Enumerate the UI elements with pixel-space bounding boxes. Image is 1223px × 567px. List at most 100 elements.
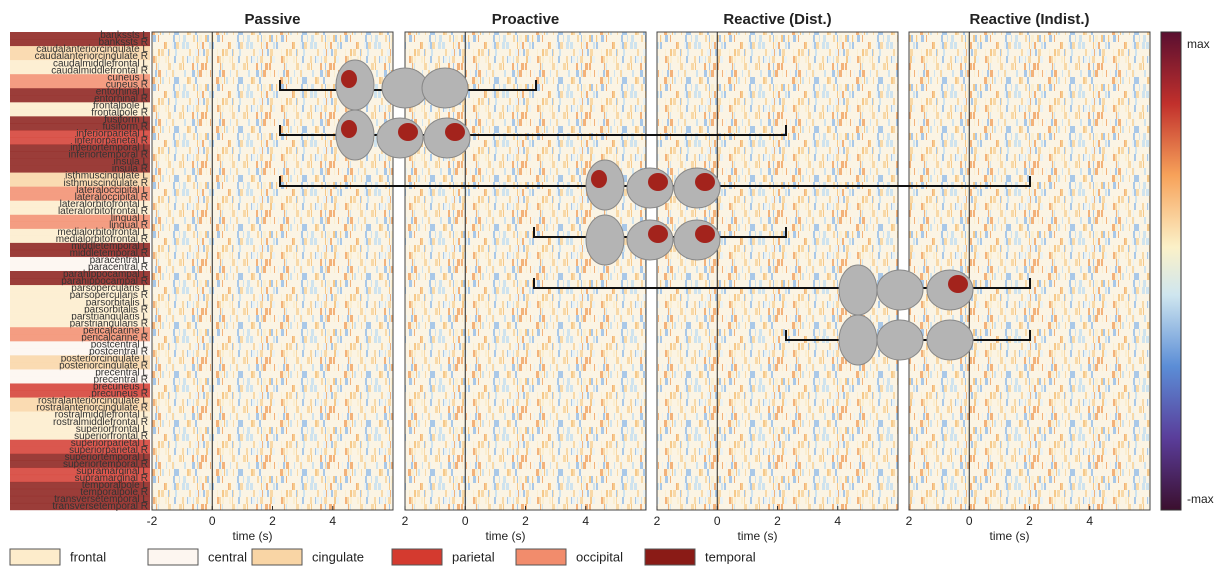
- region-label: superiorfrontal L: [76, 424, 149, 435]
- region-label: bankssts L: [100, 30, 148, 41]
- region-band: [10, 439, 150, 447]
- region-band: [10, 53, 150, 61]
- brain: [421, 67, 469, 109]
- region-label: supramarginal L: [76, 466, 148, 477]
- colorbar-min: -max: [1187, 492, 1214, 506]
- region-band: [10, 207, 150, 215]
- legend-label: central: [208, 549, 247, 564]
- brain: [673, 219, 721, 261]
- x-tick-label: 2: [269, 514, 276, 528]
- brain: [381, 67, 429, 109]
- brain: [335, 59, 375, 111]
- region-label: rostralanteriorcingulate L: [38, 396, 148, 407]
- region-label: middletemporal L: [71, 241, 148, 252]
- brain: [876, 269, 924, 311]
- region-band: [10, 390, 150, 398]
- region-band: [10, 193, 150, 201]
- region-band: [10, 355, 150, 363]
- brain: [838, 264, 878, 316]
- brain-region: [341, 120, 357, 138]
- panel-title: Proactive: [492, 11, 560, 28]
- region-band: [10, 411, 150, 419]
- legend-label: parietal: [452, 549, 495, 564]
- brain: [926, 319, 974, 361]
- region-band: [10, 74, 150, 82]
- heatmap: [404, 31, 647, 511]
- region-label: caudalmiddlefrontal L: [53, 58, 148, 69]
- region-label: posteriorcingulate L: [61, 354, 149, 365]
- brain-region: [445, 123, 465, 141]
- region-label: rostralanteriorcingulate R: [36, 403, 148, 414]
- region-band: [10, 39, 150, 47]
- region-band: [10, 200, 150, 208]
- region-label: parahippocampal R: [61, 276, 148, 287]
- region-label: inferiorparietal R: [75, 136, 148, 147]
- region-band: [10, 320, 150, 328]
- brain: [926, 269, 974, 311]
- region-band: [10, 256, 150, 265]
- brain: [585, 159, 625, 211]
- legend-label: frontal: [70, 549, 106, 564]
- colorbar: [1160, 31, 1182, 511]
- region-label: precuneus L: [93, 382, 148, 393]
- region-band: [10, 425, 150, 433]
- region-label: pericalcarine L: [83, 325, 148, 336]
- region-band: [10, 130, 150, 138]
- legend-swatch: [391, 548, 443, 566]
- region-label: superiorfrontal R: [74, 431, 148, 442]
- legend-label: occipital: [576, 549, 623, 564]
- x-tick-label: 2: [522, 514, 529, 528]
- brain: [585, 214, 625, 266]
- region-label: lateralorbitofrontal L: [60, 199, 149, 210]
- region-label: transversetemporal L: [54, 494, 148, 505]
- region-band: [10, 369, 150, 377]
- region-label: middletemporal R: [70, 248, 148, 259]
- brain-region: [948, 275, 968, 293]
- region-label: parsopercularis R: [70, 290, 148, 301]
- brain: [335, 109, 375, 161]
- brain-region: [398, 123, 418, 141]
- region-label: isthmuscingulate L: [65, 171, 148, 182]
- region-band: [10, 299, 150, 307]
- region-band: [10, 383, 150, 391]
- region-label: lateraloccipital L: [76, 185, 148, 196]
- x-tick-label: 4: [329, 514, 336, 528]
- region-label: parstriangularis R: [70, 318, 148, 329]
- region-label: medialorbitofrontal R: [56, 234, 148, 245]
- x-axis-label: time (s): [233, 529, 273, 543]
- legend-label: cingulate: [312, 549, 364, 564]
- region-label: lateralorbitofrontal R: [58, 206, 148, 217]
- region-band: [10, 341, 150, 349]
- region-band: [10, 446, 150, 454]
- x-tick-label: -2: [147, 514, 158, 528]
- region-label: precuneus R: [91, 389, 148, 400]
- region-label: superiorparietal R: [69, 445, 148, 456]
- region-label: temporalpole L: [82, 480, 149, 491]
- region-band: [10, 334, 150, 342]
- region-band: [10, 165, 150, 173]
- panel-title: Passive: [245, 11, 301, 28]
- region-label: cuneus R: [106, 79, 148, 90]
- region-band: [10, 158, 150, 166]
- region-band: [10, 109, 150, 117]
- region-label: entorhinal R: [94, 93, 148, 104]
- region-band: [10, 376, 150, 384]
- region-band: [10, 144, 150, 152]
- region-band: [10, 397, 150, 405]
- x-axis-label: time (s): [486, 529, 526, 543]
- region-label: bankssts R: [99, 37, 148, 48]
- region-label: parsorbitalis R: [84, 304, 148, 315]
- brain: [838, 314, 878, 366]
- region-label: supramarginal R: [75, 473, 148, 484]
- region-label: precentral L: [95, 368, 148, 379]
- region-label: lingual L: [111, 213, 149, 224]
- region-band: [10, 474, 150, 483]
- region-label: parsorbitalis L: [86, 297, 149, 308]
- x-axis-label: time (s): [990, 529, 1030, 543]
- region-label: lateraloccipital R: [75, 192, 148, 203]
- region-band: [10, 123, 150, 131]
- region-band: [10, 292, 150, 300]
- x-tick-label: 2: [906, 514, 913, 528]
- x-tick-label: 2: [654, 514, 661, 528]
- x-tick-label: 2: [402, 514, 409, 528]
